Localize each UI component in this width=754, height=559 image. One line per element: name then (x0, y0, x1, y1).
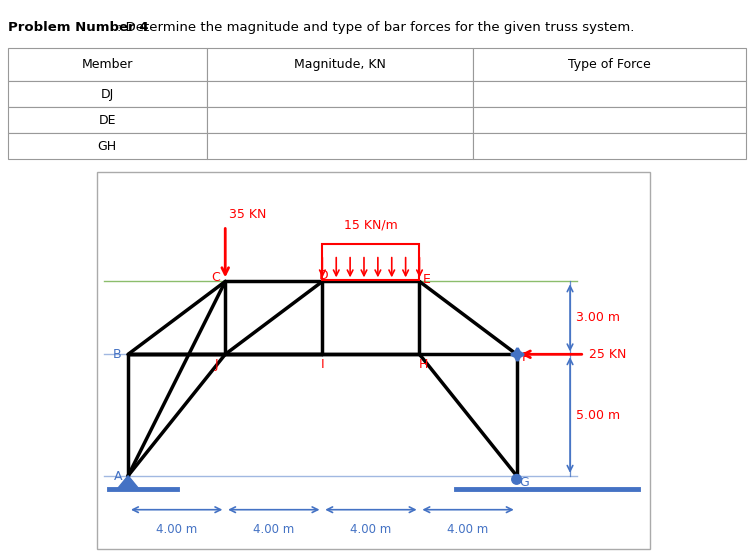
Polygon shape (117, 476, 139, 489)
Bar (473, 48, 746, 81)
Bar (8, 107, 207, 133)
Bar (207, 133, 473, 159)
Text: F: F (522, 352, 529, 364)
Bar (207, 107, 473, 133)
Circle shape (512, 475, 522, 484)
Text: 4.00 m: 4.00 m (253, 523, 294, 536)
Text: D: D (319, 269, 329, 282)
Text: J: J (215, 358, 219, 371)
Text: I: I (320, 358, 324, 371)
Bar (323, 244, 419, 280)
Bar (473, 81, 746, 107)
Text: 4.00 m: 4.00 m (447, 523, 489, 536)
Text: Magnitude, KN: Magnitude, KN (294, 58, 386, 71)
Text: 3.00 m: 3.00 m (576, 311, 620, 324)
Text: B: B (113, 348, 121, 361)
Bar (8, 48, 207, 81)
Bar (8, 81, 207, 107)
Text: Type of Force: Type of Force (569, 58, 651, 71)
Bar (207, 48, 473, 81)
FancyBboxPatch shape (97, 172, 650, 548)
Text: DE: DE (99, 113, 116, 127)
Text: 35 KN: 35 KN (229, 208, 266, 221)
Text: DJ: DJ (101, 88, 114, 101)
Bar (8, 133, 207, 159)
Text: 25 KN: 25 KN (590, 348, 627, 361)
Text: 4.00 m: 4.00 m (156, 523, 198, 536)
Text: A: A (114, 471, 123, 484)
Bar (473, 107, 746, 133)
Text: H: H (418, 358, 428, 371)
Bar (207, 81, 473, 107)
Text: C: C (211, 271, 220, 285)
Bar (473, 133, 746, 159)
Text: 15 KN/m: 15 KN/m (344, 219, 398, 231)
Text: 4.00 m: 4.00 m (351, 523, 391, 536)
Text: Member: Member (81, 58, 133, 71)
Text: Problem Number 4: Problem Number 4 (8, 21, 148, 35)
Text: : Determine the magnitude and type of bar forces for the given truss system.: : Determine the magnitude and type of ba… (117, 21, 634, 35)
Text: G: G (519, 476, 529, 490)
Text: GH: GH (98, 140, 117, 153)
Text: 5.00 m: 5.00 m (576, 409, 621, 421)
Text: E: E (423, 273, 431, 286)
